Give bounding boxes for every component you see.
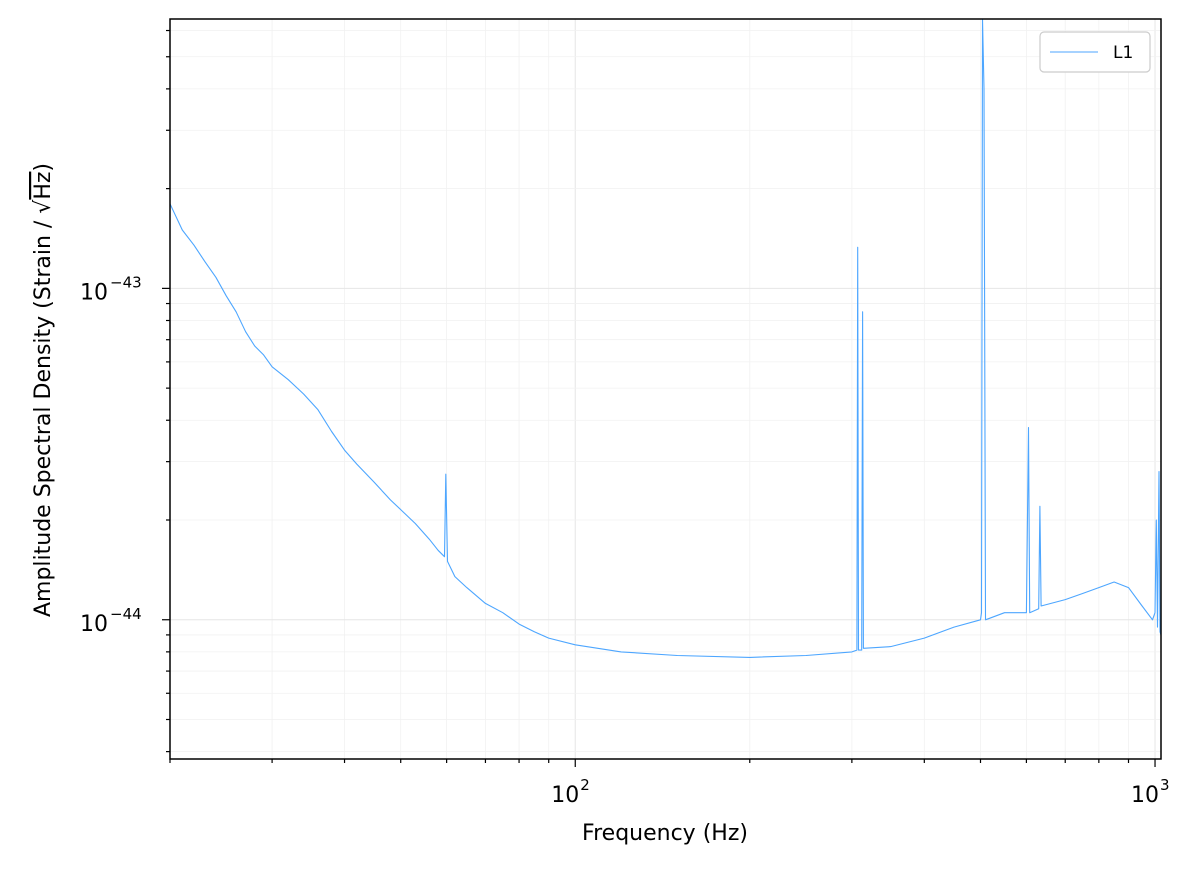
y-axis-label: Amplitude Spectral Density (Strain / √Hz… — [31, 163, 56, 617]
svg-text:Amplitude Spectral Density (St: Amplitude Spectral Density (Strain / √Hz… — [31, 163, 56, 617]
y-tick-label-1: 10 −44 — [80, 605, 142, 637]
svg-text:10: 10 — [80, 612, 108, 637]
legend: L1 — [1039, 31, 1151, 73]
svg-text:3: 3 — [1160, 776, 1170, 794]
grid — [169, 19, 1161, 759]
svg-text:−43: −43 — [110, 273, 142, 291]
x-tick-label-0: 10 2 — [551, 776, 590, 808]
axes-frame — [169, 18, 1162, 760]
plot-area — [169, 18, 1162, 658]
x-axis-label: Frequency (Hz) — [582, 821, 748, 846]
svg-text:10: 10 — [551, 783, 579, 808]
svg-text:10: 10 — [1131, 783, 1159, 808]
legend-label: L1 — [1113, 43, 1133, 63]
svg-text:10: 10 — [80, 280, 108, 305]
series-line-L1 — [169, 18, 1162, 658]
ticks — [162, 29, 1156, 767]
svg-text:−44: −44 — [110, 605, 142, 623]
y-tick-label-0: 10 −43 — [80, 273, 142, 305]
svg-text:2: 2 — [580, 776, 590, 794]
x-tick-label-1: 10 3 — [1131, 776, 1170, 808]
